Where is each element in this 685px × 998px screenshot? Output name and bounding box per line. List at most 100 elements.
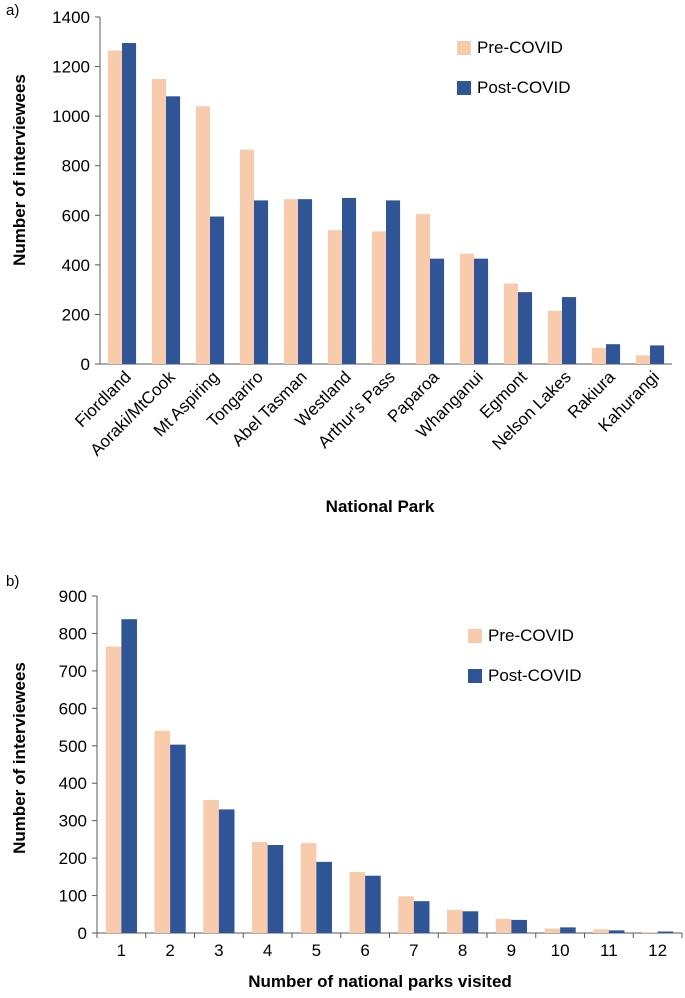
x-tick-label: 5 [312, 941, 321, 960]
y-tick-label: 0 [78, 924, 87, 943]
bar-post-covid [606, 344, 621, 364]
legend-label: Post-COVID [488, 666, 582, 685]
y-tick-label: 1200 [52, 58, 90, 77]
y-tick-label: 400 [59, 774, 87, 793]
y-tick-label: 400 [62, 256, 90, 275]
bar-post-covid [218, 809, 235, 933]
legend-label: Pre-COVID [488, 626, 574, 645]
bar-post-covid [254, 200, 269, 364]
bar-pre-covid [349, 871, 366, 933]
x-tick-label: 10 [551, 941, 570, 960]
chart-panel-b: b) Number of interviewees Number of nati… [0, 570, 685, 998]
legend-swatch [457, 41, 471, 55]
bar-post-covid [474, 258, 489, 364]
legend-item-post-covid: Post-COVID [468, 662, 582, 690]
bar-pre-covid [203, 800, 219, 933]
legend-label: Post-COVID [477, 78, 571, 97]
bar-post-covid [413, 901, 430, 933]
legend-label: Pre-COVID [477, 38, 563, 57]
bar-pre-covid [283, 199, 298, 364]
bar-pre-covid [107, 50, 122, 364]
bar-post-covid [608, 930, 625, 933]
bar-post-covid [122, 43, 137, 365]
bar-pre-covid [195, 106, 210, 364]
bar-pre-covid [398, 896, 414, 933]
bar-pre-covid [547, 310, 562, 364]
y-tick-label: 700 [59, 662, 87, 681]
y-tick-label: 300 [59, 812, 87, 831]
x-axis-label: National Park [325, 497, 435, 516]
bar-pre-covid [459, 253, 474, 364]
bar-pre-covid [593, 929, 609, 933]
y-tick-label: 800 [59, 624, 87, 643]
bar-post-covid [342, 197, 357, 364]
y-tick-label: 100 [59, 887, 87, 906]
bar-post-covid [298, 199, 313, 364]
bar-pre-covid [154, 730, 171, 933]
bar-post-covid [170, 744, 186, 933]
bar-pre-covid [447, 909, 463, 933]
x-tick-label: 9 [507, 941, 516, 960]
bar-pre-covid [252, 842, 268, 933]
bar-post-covid [462, 911, 479, 933]
chart-panel-a: a) Number of interviewees National Park … [6, 2, 672, 516]
y-tick-label: 600 [62, 206, 90, 225]
bar-pre-covid [635, 355, 650, 364]
legend-item-pre-covid: Pre-COVID [468, 622, 582, 650]
y-tick-label: 900 [59, 587, 87, 606]
panel-label: a) [6, 2, 20, 19]
bar-pre-covid [495, 918, 512, 933]
bar-pre-covid [371, 231, 386, 364]
y-tick-label: 500 [59, 737, 87, 756]
bar-pre-covid [544, 928, 561, 933]
bar-pre-covid [642, 932, 658, 933]
bar-post-covid [316, 861, 332, 933]
bar-post-covid [121, 619, 137, 933]
legend: Pre-COVID Post-COVID [457, 34, 571, 114]
bar-post-covid [560, 927, 576, 933]
bar-chart-a: 0200400600800100012001400FiordlandAoraki… [52, 8, 672, 460]
y-tick-label: 1000 [52, 107, 90, 126]
bar-post-covid [267, 845, 284, 933]
bar-pre-covid [105, 646, 122, 933]
x-tick-label: 1 [117, 941, 126, 960]
bar-pre-covid [239, 149, 254, 364]
legend-swatch [468, 629, 482, 643]
bar-post-covid [562, 297, 577, 364]
legend-swatch [468, 669, 482, 683]
x-axis-label: Number of national parks visited [248, 972, 512, 991]
y-tick-label: 200 [59, 849, 87, 868]
bar-post-covid [430, 258, 445, 364]
x-tick-label: 8 [458, 941, 467, 960]
bar-post-covid [518, 292, 533, 364]
bar-pre-covid [151, 78, 166, 364]
y-tick-label: 1400 [52, 8, 90, 27]
bar-post-covid [365, 875, 381, 933]
legend-swatch [457, 81, 471, 95]
bar-pre-covid [327, 230, 342, 364]
panel-label: b) [6, 573, 20, 590]
legend-item-post-covid: Post-COVID [457, 74, 571, 102]
bar-pre-covid [415, 214, 430, 364]
x-tick-label: Nelson Lakes [489, 367, 575, 453]
x-tick-label: 12 [648, 941, 667, 960]
bar-post-covid [650, 345, 665, 364]
bar-pre-covid [591, 347, 606, 364]
bar-pre-covid [300, 843, 317, 933]
bar-post-covid [166, 96, 181, 365]
x-tick-label: 2 [165, 941, 174, 960]
y-tick-label: 200 [62, 305, 90, 324]
y-tick-label: 600 [59, 699, 87, 718]
bar-post-covid [210, 216, 225, 364]
legend-item-pre-covid: Pre-COVID [457, 34, 571, 62]
bar-post-covid [511, 919, 527, 933]
bar-pre-covid [503, 283, 518, 364]
x-tick-label: 11 [600, 941, 618, 960]
legend: Pre-COVID Post-COVID [468, 622, 582, 702]
y-tick-label: 800 [62, 157, 90, 176]
y-tick-label: 0 [81, 355, 90, 374]
x-tick-label: 4 [263, 941, 272, 960]
x-tick-label: 6 [360, 941, 369, 960]
bar-post-covid [386, 200, 401, 364]
